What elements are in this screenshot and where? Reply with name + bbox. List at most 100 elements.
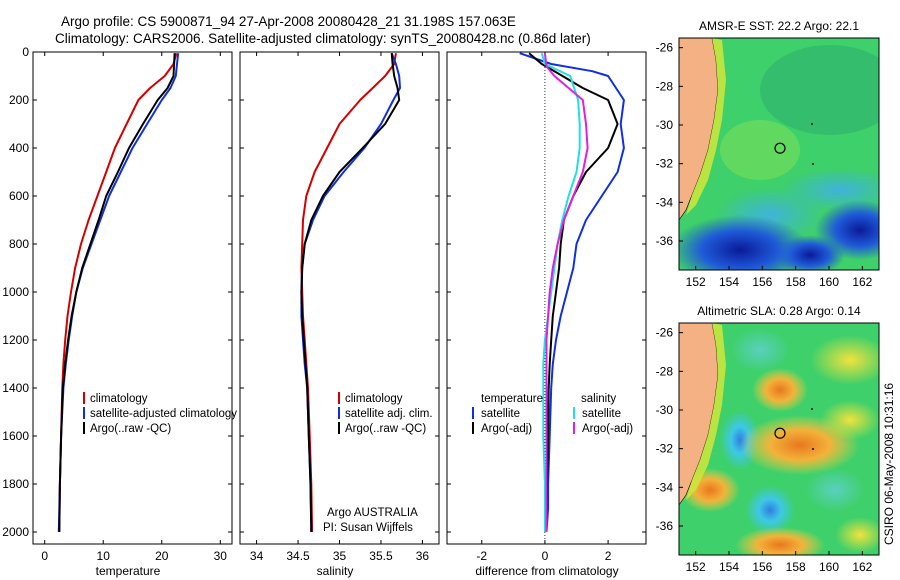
- sst-map-frame: [678, 37, 880, 271]
- salinity-legend: climatology satellite adj. clim. Argo(..…: [338, 392, 433, 435]
- sla-map-xtick-label: 162: [852, 560, 872, 574]
- temperature-xtick-label: 30: [214, 549, 228, 563]
- difference-legend-title-salinity: salinity: [581, 393, 616, 405]
- sst-map-ytick-label: -36: [656, 234, 674, 248]
- sst-map-field: [679, 38, 879, 270]
- salinity-xtick-label: 34.5: [286, 549, 310, 563]
- difference-legend-label-temp-argo: Argo(-adj): [481, 423, 532, 435]
- difference-legend-label-sal-satellite: satellite: [582, 408, 621, 420]
- temperature-xtick-label: 20: [155, 549, 169, 563]
- salinity-xlabel: salinity: [317, 564, 354, 578]
- temperature-ytick-label: 1400: [2, 381, 29, 395]
- sst-map: AMSR-E SST: 22.2 Argo: 22.1 152 154 156 158…: [656, 19, 880, 289]
- sla-map-xtick-label: 152: [686, 560, 706, 574]
- sla-map-point-marker: [812, 448, 814, 450]
- sst-map-ytick-label: -34: [656, 195, 674, 209]
- salinity-panel: 34 34.5 35 35.5 36 salinity climatology sate…: [239, 51, 440, 578]
- temperature-xtick-label: 10: [97, 549, 111, 563]
- sla-map-ytick-label: -32: [656, 442, 674, 456]
- difference-xtick-label: -2: [476, 549, 487, 563]
- difference-ticks: -2 0 2: [447, 51, 646, 563]
- sst-map-argo-marker: [774, 142, 786, 154]
- sla-map-frame: [678, 322, 880, 556]
- sst-map-ytick-label: -26: [656, 41, 674, 55]
- sst-map-xtick-label: 160: [819, 275, 839, 289]
- salinity-legend-label-argo: Argo(..raw -QC): [345, 423, 426, 435]
- sla-map-ytick-label: -26: [656, 326, 674, 340]
- salinity-series-climatology: [300, 53, 397, 533]
- sst-map-ticks: 152 154 156 158 160 162 -26 -28 -30 -32 -34 -36: [656, 41, 873, 289]
- temperature-ytick-label: 1800: [2, 477, 29, 491]
- difference-legend-title-temperature: temperature: [481, 393, 543, 405]
- sst-map-title: AMSR-E SST: 22.2 Argo: 22.1: [699, 19, 859, 33]
- figure-title-line1: Argo profile: CS 5900871_94 27-Apr-2008 …: [61, 14, 516, 29]
- temperature-ytick-label: 800: [9, 237, 29, 251]
- sla-map-point-marker: [811, 408, 813, 410]
- temperature-ytick-label: 200: [9, 93, 29, 107]
- temperature-ytick-label: 2000: [2, 525, 29, 539]
- sst-map-point-marker: [811, 123, 813, 125]
- salinity-series: [300, 52, 401, 533]
- salinity-annotation-line2: PI: Susan Wijffels: [323, 522, 413, 534]
- temperature-xtick-label: 0: [41, 549, 48, 563]
- difference-series-salinity-argo-adj: [543, 53, 589, 532]
- figure-title-line2: Climatology: CARS2006. Satellite-adjuste…: [55, 31, 591, 46]
- sla-map-xtick-label: 160: [819, 560, 839, 574]
- sla-map-ticks: 152 154 156 158 160 162 -26 -28 -30 -32 -34 -36: [656, 326, 873, 574]
- difference-legend-label-sal-argo: Argo(-adj): [582, 423, 633, 435]
- salinity-legend-label-satellite: satellite adj. clim.: [345, 408, 433, 420]
- difference-xtick-label: 2: [605, 549, 612, 563]
- sst-map-ytick-label: -32: [656, 157, 674, 171]
- temperature-axes-frame: [32, 51, 233, 545]
- sla-map-field: [679, 323, 879, 555]
- salinity-series-argo-raw-qc: [300, 53, 401, 533]
- salinity-xtick-label: 35: [333, 549, 347, 563]
- sst-map-xtick-label: 156: [752, 275, 772, 289]
- temperature-legend-label-argo: Argo(..raw -QC): [90, 423, 171, 435]
- sla-map-ytick-label: -30: [656, 403, 674, 417]
- temperature-ytick-label: 0: [22, 45, 29, 59]
- salinity-annotation-line1: Argo AUSTRALIA: [327, 507, 418, 519]
- sst-map-xtick-label: 152: [686, 275, 706, 289]
- difference-series-temperature-satellite: [519, 52, 625, 533]
- sst-map-xtick-label: 158: [786, 275, 806, 289]
- salinity-xtick-label: 35.5: [369, 549, 393, 563]
- sst-map-ytick-label: -30: [656, 118, 674, 132]
- temperature-legend: climatology satellite-adjusted climatolo…: [83, 392, 237, 435]
- temperature-ytick-label: 600: [9, 189, 29, 203]
- difference-series: [519, 52, 625, 533]
- salinity-legend-label-climatology: climatology: [345, 393, 403, 405]
- temperature-series-argo-raw-qc: [58, 53, 176, 533]
- sla-map-argo-marker: [774, 427, 786, 439]
- sla-map-xtick-label: 154: [719, 560, 739, 574]
- sla-map-xtick-label: 158: [786, 560, 806, 574]
- sst-map-point-marker: [812, 163, 814, 165]
- sla-map: Altimetric SLA: 0.28 Argo: 0.14 152 154 15…: [656, 304, 880, 574]
- temperature-ytick-label: 400: [9, 141, 29, 155]
- difference-xlabel: difference from climatology: [475, 564, 618, 578]
- sla-map-ytick-label: -34: [656, 480, 674, 494]
- temperature-series: [57, 52, 180, 533]
- temperature-ytick-label: 1200: [2, 333, 29, 347]
- temperature-ytick-label: 1000: [2, 285, 29, 299]
- salinity-ticks: 34 34.5 35 35.5 36: [240, 51, 439, 563]
- temperature-ytick-label: 1600: [2, 429, 29, 443]
- difference-xtick-label: 0: [542, 549, 549, 563]
- sla-map-xtick-label: 156: [752, 560, 772, 574]
- sst-map-ytick-label: -28: [656, 79, 674, 93]
- difference-legend-label-temp-satellite: satellite: [481, 408, 520, 420]
- difference-panel: -2 0 2 difference from climatology tempera…: [446, 51, 647, 578]
- difference-series-temperature-argo-adj: [528, 52, 619, 533]
- sst-map-xtick-label: 154: [719, 275, 739, 289]
- temperature-legend-label-satellite: satellite-adjusted climatology: [90, 408, 237, 420]
- difference-legend: temperature satellite Argo(-adj) salinit…: [472, 393, 633, 435]
- credit-timestamp: CSIRO 06-May-2008 10:31:16: [882, 383, 896, 545]
- difference-axes-frame: [446, 51, 647, 545]
- temperature-ticks: 0 10 20 30 0 200 400 600 800 1000 1200 1400 1600 1800…: [2, 45, 232, 563]
- temperature-xlabel: temperature: [96, 564, 161, 578]
- temperature-legend-label-climatology: climatology: [90, 393, 148, 405]
- salinity-xtick-label: 34: [250, 549, 264, 563]
- salinity-xtick-label: 36: [416, 549, 430, 563]
- sla-map-ytick-label: -28: [656, 364, 674, 378]
